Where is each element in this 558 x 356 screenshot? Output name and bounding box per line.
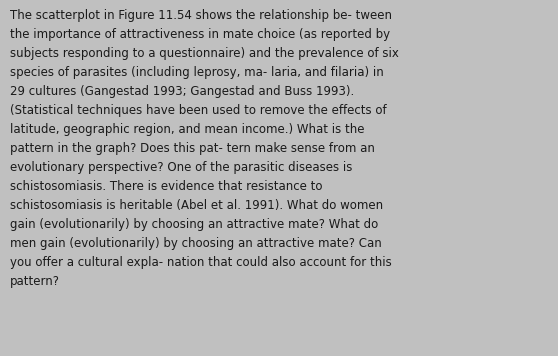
- Text: The scatterplot in Figure 11.54 shows the relationship be- tween
the importance : The scatterplot in Figure 11.54 shows th…: [10, 9, 399, 288]
